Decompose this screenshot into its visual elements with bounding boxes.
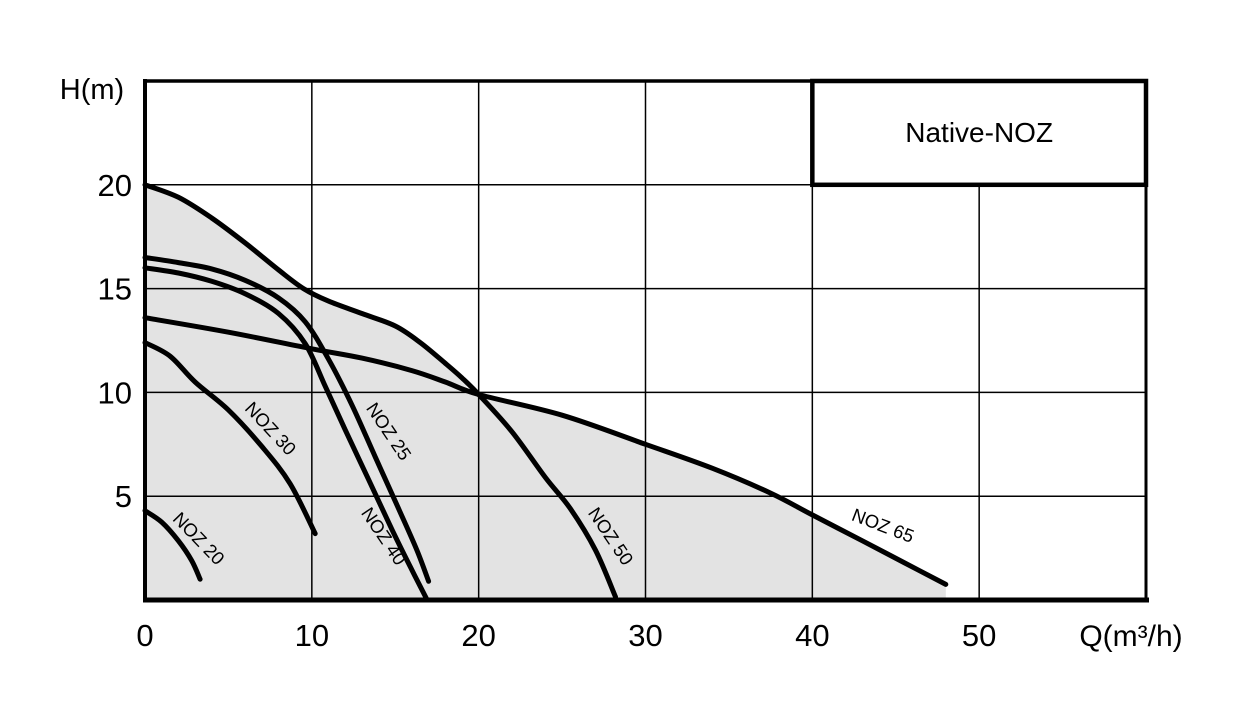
curve-noz-20	[142, 508, 203, 582]
x-tick-label-10: 10	[295, 618, 329, 653]
curve-noz-25	[142, 255, 432, 584]
legend-box	[810, 78, 1149, 188]
curve-noz-40	[142, 265, 429, 601]
x-tick-label-50: 50	[962, 618, 996, 653]
x-tick-label-20: 20	[461, 618, 495, 653]
curve-noz-65	[142, 315, 949, 587]
y-axis-title: H(m)	[60, 74, 124, 106]
curve-noz-30	[142, 340, 318, 537]
y-tick-label-5: 5	[115, 479, 132, 514]
x-tick-label-30: 30	[628, 618, 662, 653]
y-tick-label-10: 10	[98, 375, 132, 410]
y-tick-label-20: 20	[98, 168, 132, 203]
x-tick-label-0: 0	[136, 618, 153, 653]
x-tick-label-40: 40	[795, 618, 829, 653]
y-tick-label-15: 15	[98, 272, 132, 307]
curve-noz-50	[142, 182, 618, 600]
x-axis-title: Q(m³/h)	[1079, 620, 1182, 653]
legend-label: Native-NOZ	[905, 117, 1053, 148]
